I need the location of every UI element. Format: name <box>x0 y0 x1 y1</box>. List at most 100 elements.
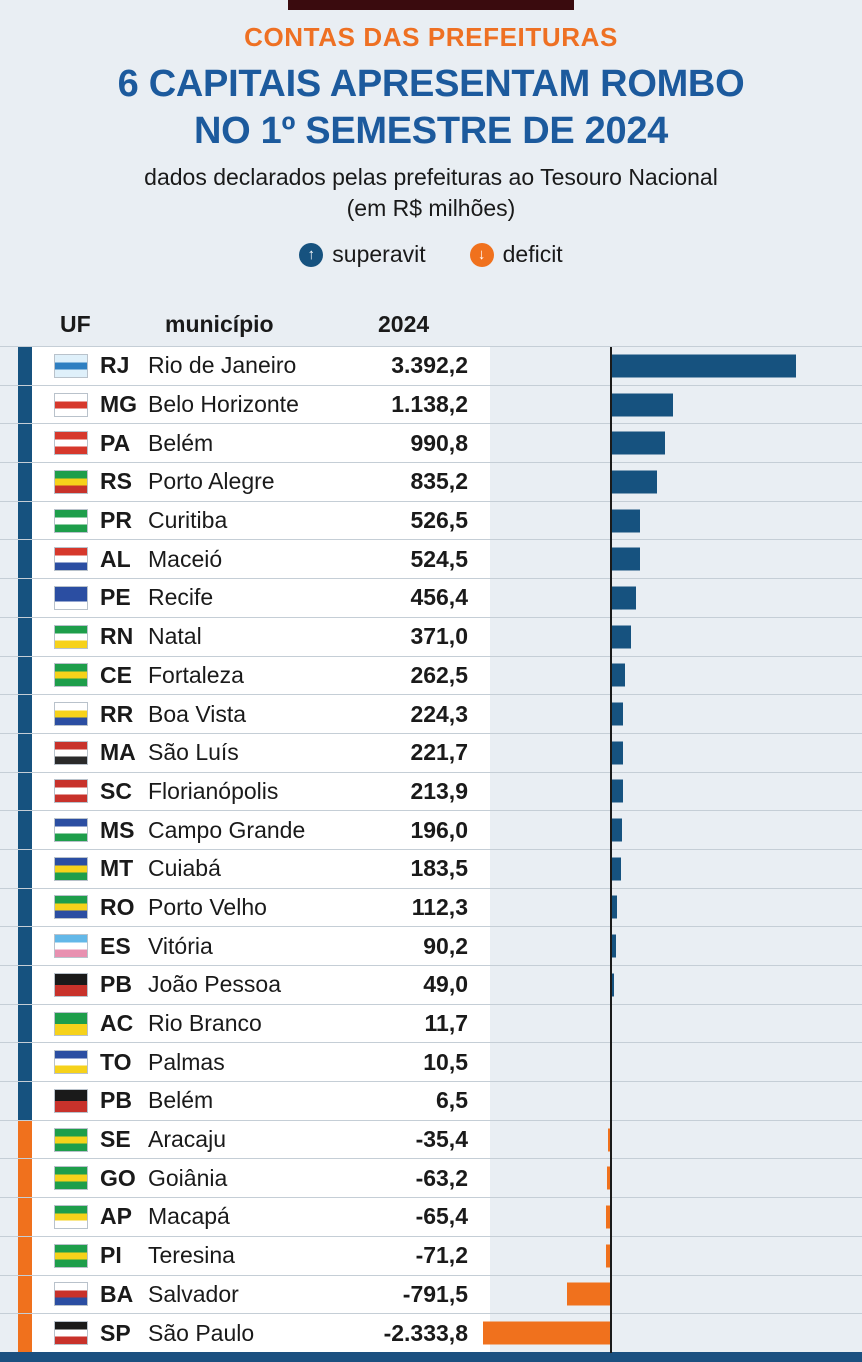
row-status-tab <box>18 1159 32 1198</box>
row-uf: SE <box>100 1126 131 1153</box>
row-uf: RS <box>100 468 132 495</box>
row-content: PA Belém 990,8 <box>32 424 490 463</box>
table-row: MA São Luís 221,7 <box>0 733 862 773</box>
bar <box>606 1244 610 1268</box>
bar <box>611 586 636 610</box>
row-bar-area <box>490 502 862 540</box>
row-value: 90,2 <box>423 932 468 959</box>
row-status-tab <box>18 385 32 424</box>
headline-line-2: NO 1º SEMESTRE DE 2024 <box>193 110 668 152</box>
row-status-tab <box>18 1314 32 1352</box>
table-row: PB Belém 6,5 <box>0 1082 862 1121</box>
state-flag-icon <box>54 392 88 417</box>
row-bar-area <box>490 734 862 772</box>
state-flag-icon <box>54 1011 88 1036</box>
row-content: MA São Luís 221,7 <box>32 733 490 772</box>
row-content: PB João Pessoa 49,0 <box>32 966 490 1004</box>
row-uf: MA <box>100 739 136 766</box>
row-value: 990,8 <box>410 429 468 456</box>
row-city: Vitória <box>148 932 213 959</box>
row-status-tab <box>18 1043 32 1082</box>
row-value: 224,3 <box>410 700 468 727</box>
table-row: CE Fortaleza 262,5 <box>0 656 862 696</box>
column-header-2024: 2024 <box>378 311 430 337</box>
state-flag-icon <box>54 856 88 881</box>
row-bar-area <box>490 618 862 656</box>
bar <box>611 779 623 803</box>
table-row: ES Vitória 90,2 <box>0 927 862 966</box>
row-content: CE Fortaleza 262,5 <box>32 656 490 695</box>
row-value: 524,5 <box>410 545 468 572</box>
row-content: AC Rio Branco 11,7 <box>32 1004 490 1043</box>
header: CONTAS DAS PREFEITURAS 6 CAPITAIS APRESE… <box>0 22 862 224</box>
table-row: RJ Rio de Janeiro 3.392,2 <box>0 347 862 386</box>
row-city: Boa Vista <box>148 700 247 727</box>
subtitle-line-1: dados declarados pelas prefeituras ao Te… <box>144 164 718 190</box>
bar <box>611 470 657 494</box>
row-content: MT Cuiabá 183,5 <box>32 849 490 888</box>
row-status-tab <box>18 695 32 733</box>
column-header-uf: UF <box>60 311 91 337</box>
state-flag-icon <box>54 1050 88 1075</box>
row-value: -65,4 <box>415 1203 468 1230</box>
row-uf: PB <box>100 1087 132 1114</box>
legend-item-deficit: ↓ deficit <box>469 241 563 268</box>
table-row: SP São Paulo -2.333,8 <box>0 1314 862 1353</box>
row-status-tab <box>18 1198 32 1236</box>
bar <box>611 547 640 571</box>
bar <box>606 1166 610 1190</box>
row-status-tab <box>18 772 32 811</box>
row-bar-area <box>490 579 862 617</box>
row-content: PB Belém 6,5 <box>32 1082 490 1120</box>
row-value: -2.333,8 <box>383 1319 468 1346</box>
row-bar-area <box>490 1198 862 1236</box>
table-row: PA Belém 990,8 <box>0 424 862 464</box>
row-content: RJ Rio de Janeiro 3.392,2 <box>32 347 490 385</box>
table-header: UF município 2024 <box>0 302 862 346</box>
row-status-tab <box>18 540 32 579</box>
axis-zero-line <box>610 347 612 1353</box>
row-bar-area <box>490 850 862 888</box>
row-status-tab <box>18 733 32 772</box>
row-bar-area <box>490 773 862 811</box>
row-bar-area <box>490 1276 862 1314</box>
table-row: SC Florianópolis 213,9 <box>0 772 862 812</box>
row-status-tab <box>18 849 32 888</box>
state-flag-icon <box>54 740 88 765</box>
row-bar-area <box>490 386 862 424</box>
bar <box>611 393 674 417</box>
row-city: Recife <box>148 584 214 611</box>
state-flag-icon <box>54 1088 88 1113</box>
state-flag-icon <box>54 624 88 649</box>
state-flag-icon <box>54 972 88 997</box>
row-uf: PA <box>100 429 131 456</box>
row-status-tab <box>18 1004 32 1043</box>
row-bar-area <box>490 1005 862 1043</box>
row-status-tab <box>18 347 32 385</box>
row-value: 49,0 <box>423 971 468 998</box>
state-flag-icon <box>54 585 88 610</box>
row-status-tab <box>18 1275 32 1314</box>
row-status-tab <box>18 927 32 965</box>
headline-line-1: 6 CAPITAIS APRESENTAM ROMBO <box>117 63 745 105</box>
row-content: MS Campo Grande 196,0 <box>32 811 490 849</box>
state-flag-icon <box>54 1204 88 1229</box>
table-row: PB João Pessoa 49,0 <box>0 966 862 1005</box>
row-bar-area <box>490 889 862 927</box>
row-city: São Luís <box>148 739 239 766</box>
table-row: MT Cuiabá 183,5 <box>0 849 862 889</box>
row-content: SP São Paulo -2.333,8 <box>32 1314 490 1352</box>
state-flag-icon <box>54 1166 88 1191</box>
table-row: TO Palmas 10,5 <box>0 1043 862 1083</box>
row-city: Campo Grande <box>148 816 306 843</box>
row-city: Cuiabá <box>148 855 221 882</box>
bar <box>611 934 616 958</box>
row-city: Salvador <box>148 1280 239 1307</box>
bar <box>611 973 614 997</box>
row-uf: AP <box>100 1203 132 1230</box>
row-content: TO Palmas 10,5 <box>32 1043 490 1082</box>
bar <box>606 1205 610 1229</box>
column-header-municipio: município <box>165 311 274 337</box>
row-value: 213,9 <box>410 777 468 804</box>
row-value: 835,2 <box>410 468 468 495</box>
